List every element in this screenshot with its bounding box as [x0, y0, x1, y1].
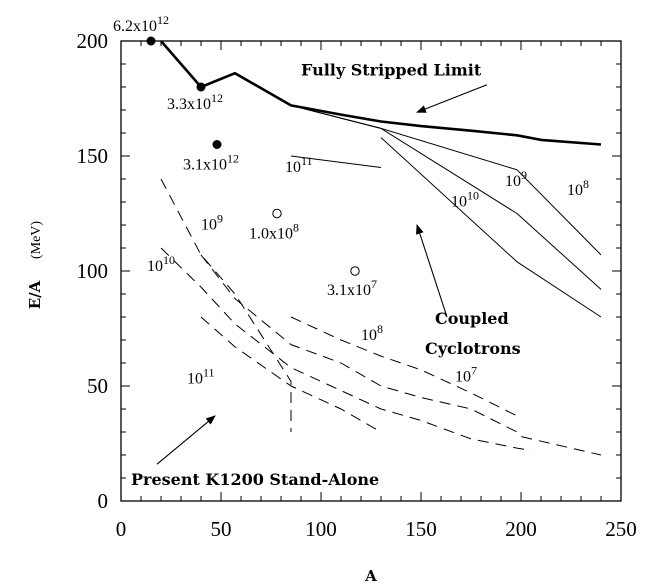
point-label-filled-2-exponent: 12	[227, 152, 239, 166]
point-label-open-0-exponent: 8	[293, 221, 299, 235]
point-label-filled-1: 3.3x1012	[167, 91, 223, 113]
line-label-3-base: 10	[567, 182, 583, 199]
line-label-5-exponent: 10	[163, 253, 175, 267]
series-line-5	[160, 178, 292, 432]
x-tick-label: 50	[211, 517, 232, 541]
point-label-filled-0-exponent: 12	[157, 13, 169, 27]
filled-point-0	[146, 36, 156, 46]
series-line-7	[200, 254, 602, 456]
line-label-8: 107	[455, 363, 477, 385]
x-tick-label: 250	[605, 517, 637, 541]
line-label-6-exponent: 11	[203, 366, 215, 380]
series-line-6	[160, 247, 532, 451]
series-line-4	[290, 155, 382, 168]
line-label-2: 109	[505, 168, 527, 190]
line-label-5: 1010	[147, 253, 175, 275]
point-label-filled-0-base: 6.2x10	[113, 18, 157, 35]
point-label-filled-1-exponent: 12	[211, 91, 223, 105]
series-layer	[160, 40, 602, 456]
line-label-3-exponent: 8	[583, 177, 589, 191]
filled-point-2	[212, 140, 222, 149]
point-label-open-0: 1.0x108	[249, 221, 299, 243]
x-axis-title: A	[364, 567, 377, 585]
point-label-filled-2-base: 3.1x10	[183, 157, 227, 174]
point-label-open-0-base: 1.0x10	[249, 226, 293, 243]
line-label-6: 1011	[187, 366, 215, 388]
series-line-8	[200, 316, 382, 433]
y-axis-title: E/A	[26, 280, 44, 309]
y-tick-label: 50	[87, 374, 108, 398]
x-tick-label: 150	[405, 517, 437, 541]
series-line-3	[380, 137, 602, 318]
line-label-2-base: 10	[505, 173, 521, 190]
line-label-1: 1010	[451, 189, 479, 211]
annotation-0: Fully Stripped Limit	[301, 61, 482, 80]
line-label-2-exponent: 9	[521, 168, 527, 182]
annotation-1: Coupled	[435, 309, 509, 328]
line-label-6-base: 10	[187, 371, 203, 388]
series-line-9	[290, 316, 518, 417]
series-line-2	[290, 104, 602, 290]
annotation-2: Cyclotrons	[425, 339, 521, 358]
x-tick-label: 0	[116, 517, 127, 541]
annotation-3: Present K1200 Stand-Alone	[131, 470, 379, 489]
filled-point-1	[196, 82, 206, 92]
point-label-open-1-base: 3.1x10	[327, 282, 371, 299]
tick-layer: 0 50 100 150 200 250 0 50 100 150 200	[77, 29, 637, 541]
line-label-4-exponent: 9	[217, 212, 223, 226]
line-label-3: 108	[567, 177, 589, 199]
line-label-4-base: 10	[201, 217, 217, 234]
line-label-5-base: 10	[147, 258, 163, 275]
line-label-0-exponent: 11	[301, 154, 313, 168]
line-label-7-exponent: 8	[377, 322, 383, 336]
annotation-arrow-0	[416, 84, 488, 113]
open-point-0	[272, 208, 282, 219]
points-layer	[146, 36, 360, 276]
labels-layer: 6.2x10123.3x10123.1x10121.0x1083.1x10710…	[113, 13, 589, 388]
y-tick-label: 100	[77, 259, 109, 283]
y-tick-label: 150	[77, 144, 109, 168]
point-label-filled-0: 6.2x1012	[113, 13, 169, 35]
annotation-arrow-2	[415, 224, 448, 318]
line-label-7-base: 10	[361, 327, 377, 344]
line-label-4: 109	[201, 212, 223, 234]
line-label-1-exponent: 10	[467, 189, 479, 203]
y-tick-label: 0	[98, 489, 109, 513]
y-axis-unit: (MeV)	[29, 221, 44, 259]
line-label-8-base: 10	[455, 368, 471, 385]
line-label-1-base: 10	[451, 194, 467, 211]
y-tick-label: 200	[77, 29, 109, 53]
point-label-filled-2: 3.1x1012	[183, 152, 239, 174]
annotation-layer: Fully Stripped Limit Coupled Cyclotrons Pre…	[131, 61, 521, 489]
open-point-1	[350, 266, 360, 276]
point-label-open-1-exponent: 7	[371, 277, 377, 291]
line-label-8-exponent: 7	[471, 363, 477, 377]
x-tick-label: 100	[305, 517, 337, 541]
annotation-arrow-3	[156, 415, 216, 465]
line-label-7: 108	[361, 322, 383, 344]
point-label-filled-1-base: 3.3x10	[167, 96, 211, 113]
line-label-0: 1011	[285, 154, 313, 176]
x-tick-label: 200	[505, 517, 537, 541]
series-line-0	[160, 40, 602, 146]
point-label-open-1: 3.1x107	[327, 277, 377, 299]
line-label-0-base: 10	[285, 159, 301, 176]
